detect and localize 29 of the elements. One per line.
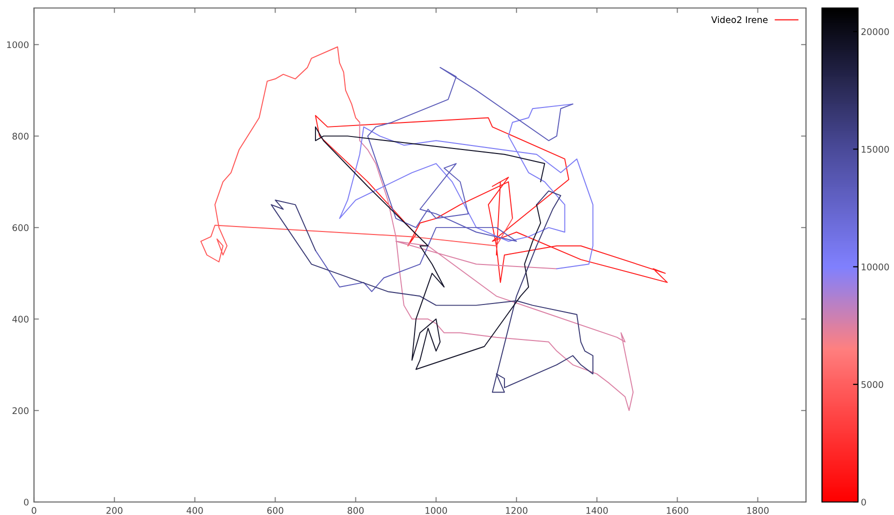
color-bar-label: 5000: [861, 381, 884, 388]
x-tick-label: 1800: [747, 507, 769, 514]
x-tick-label: 1600: [666, 507, 688, 514]
color-bar-label: 15000: [862, 146, 889, 153]
y-tick-label: 200: [12, 407, 29, 414]
x-tick-label: 1200: [506, 507, 528, 514]
line-series: [200, 46, 513, 262]
x-tick-label: 1000: [426, 507, 447, 514]
color-bar-label: 10000: [862, 263, 889, 270]
x-tick-label: 800: [348, 507, 364, 514]
y-tick-label: 600: [12, 224, 29, 232]
y-tick-label: 400: [12, 316, 29, 323]
x-tick-label: 200: [106, 507, 122, 514]
color-bar-label: 20000: [861, 28, 889, 36]
y-tick-label: 0: [24, 498, 29, 506]
x-tick-label: 1400: [586, 507, 608, 514]
line-series: [314, 115, 668, 283]
x-tick-label: 400: [186, 507, 203, 514]
line-series: [270, 190, 594, 393]
color-bar-label: 0: [861, 498, 866, 506]
line-series: [339, 104, 594, 270]
x-tick-label: 0: [32, 507, 36, 514]
y-tick-label: 800: [12, 132, 29, 140]
x-tick-label: 600: [267, 507, 284, 514]
legend-label: Video2 Irene: [711, 16, 768, 24]
line-series: [314, 126, 546, 370]
line-series: [359, 122, 634, 412]
line-series: [314, 66, 574, 292]
y-tick-label: 1000: [7, 41, 29, 48]
